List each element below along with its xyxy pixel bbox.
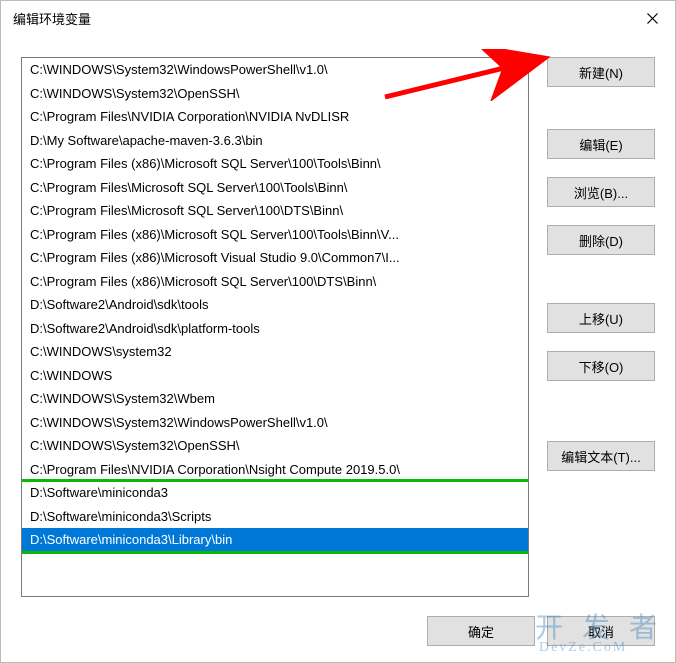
ok-button[interactable]: 确定 (427, 616, 535, 646)
path-list-item[interactable]: C:\WINDOWS\System32\WindowsPowerShell\v1… (22, 58, 528, 82)
dialog-content: C:\WINDOWS\System32\WindowsPowerShell\v1… (1, 35, 675, 662)
close-icon (647, 13, 658, 24)
path-list-item[interactable]: D:\Software\miniconda3 (22, 481, 528, 505)
button-column: 新建(N) 编辑(E) 浏览(B)... 删除(D) 上移(U) 下移(O) 编… (547, 57, 655, 597)
path-list-item[interactable]: C:\Program Files (x86)\Microsoft SQL Ser… (22, 270, 528, 294)
delete-button[interactable]: 删除(D) (547, 225, 655, 255)
close-button[interactable] (629, 1, 675, 35)
path-list-item[interactable]: C:\WINDOWS\System32\Wbem (22, 387, 528, 411)
path-list-item[interactable]: C:\WINDOWS\system32 (22, 340, 528, 364)
path-list-item[interactable]: D:\Software\miniconda3\Library\bin (22, 528, 528, 552)
path-list-item[interactable]: C:\Program Files (x86)\Microsoft Visual … (22, 246, 528, 270)
path-list-container: C:\WINDOWS\System32\WindowsPowerShell\v1… (21, 57, 529, 597)
move-down-button[interactable]: 下移(O) (547, 351, 655, 381)
new-button[interactable]: 新建(N) (547, 57, 655, 87)
path-list-item[interactable]: C:\WINDOWS (22, 364, 528, 388)
path-list-item[interactable]: D:\Software\miniconda3\Scripts (22, 505, 528, 529)
path-list-item[interactable]: C:\WINDOWS\System32\OpenSSH\ (22, 434, 528, 458)
path-list-item[interactable]: C:\Program Files\Microsoft SQL Server\10… (22, 199, 528, 223)
bottom-buttons: 确定 取消 (427, 616, 655, 646)
titlebar: 编辑环境变量 (1, 1, 675, 35)
path-list-item[interactable]: C:\Program Files\NVIDIA Corporation\Nsig… (22, 458, 528, 482)
edit-button[interactable]: 编辑(E) (547, 129, 655, 159)
window-title: 编辑环境变量 (13, 9, 91, 28)
cancel-button[interactable]: 取消 (547, 616, 655, 646)
path-list-item[interactable]: C:\Program Files (x86)\Microsoft SQL Ser… (22, 223, 528, 247)
move-up-button[interactable]: 上移(U) (547, 303, 655, 333)
path-list-item[interactable]: C:\WINDOWS\System32\WindowsPowerShell\v1… (22, 411, 528, 435)
path-list-item[interactable]: C:\WINDOWS\System32\OpenSSH\ (22, 82, 528, 106)
path-list-item[interactable]: C:\Program Files\Microsoft SQL Server\10… (22, 176, 528, 200)
path-list-item[interactable]: C:\Program Files (x86)\Microsoft SQL Ser… (22, 152, 528, 176)
edit-text-button[interactable]: 编辑文本(T)... (547, 441, 655, 471)
browse-button[interactable]: 浏览(B)... (547, 177, 655, 207)
path-list-item[interactable]: D:\Software2\Android\sdk\platform-tools (22, 317, 528, 341)
path-list-item[interactable]: C:\Program Files\NVIDIA Corporation\NVID… (22, 105, 528, 129)
path-list-item[interactable]: D:\Software2\Android\sdk\tools (22, 293, 528, 317)
path-list-item[interactable]: D:\My Software\apache-maven-3.6.3\bin (22, 129, 528, 153)
path-listbox[interactable]: C:\WINDOWS\System32\WindowsPowerShell\v1… (22, 58, 528, 596)
